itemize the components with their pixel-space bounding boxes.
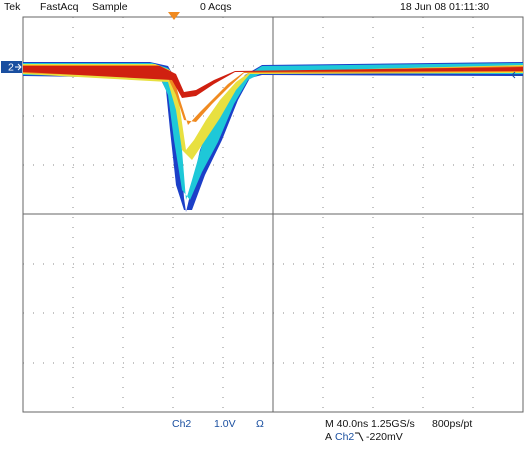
trigger-level-arrow — [511, 71, 522, 79]
scale: 1.0V — [214, 418, 236, 430]
trigger-source: Ch2 — [335, 431, 354, 443]
trigger-label: A — [325, 431, 332, 443]
acq-mode: Sample — [92, 1, 128, 13]
graticule — [22, 16, 524, 413]
brand: Tek — [4, 1, 21, 13]
channel-marker-box — [1, 61, 22, 73]
channel: Ch2 — [172, 418, 191, 430]
datetime: 18 Jun 08 01:11:30 — [400, 1, 489, 13]
channel-arrow — [15, 63, 22, 71]
trigger-level: -220mV — [366, 431, 403, 443]
coupling: Ω — [256, 418, 264, 430]
slope-icon — [355, 432, 364, 442]
sample-rate: 1.25GS/s — [371, 418, 415, 430]
acquisitions: 0 Acqs — [200, 1, 232, 13]
mode: FastAcq — [40, 1, 79, 13]
waveform — [23, 62, 523, 212]
timebase: M 40.0ns — [325, 418, 368, 430]
resolution: 800ps/pt — [432, 418, 472, 430]
trigger-position-marker — [168, 12, 180, 20]
channel-marker: 2 — [8, 61, 14, 73]
